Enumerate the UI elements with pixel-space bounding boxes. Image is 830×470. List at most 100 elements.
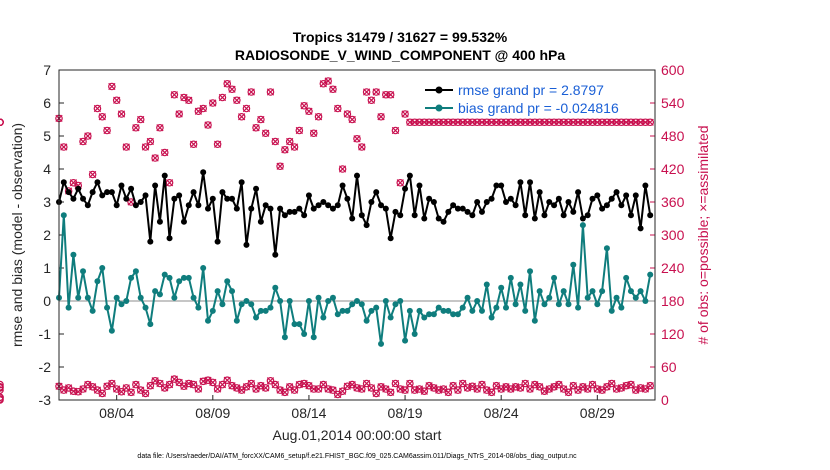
chart-title-line1: Tropics 31479 / 31627 = 99.532% (293, 29, 508, 45)
obs-possible-marker-cross (314, 113, 323, 121)
obs-possible-marker-circle (540, 118, 549, 127)
left-y-tick-label: 2 (43, 227, 51, 243)
obs-possible-marker-circle (237, 112, 246, 121)
right-y-tick-label: 120 (661, 326, 685, 342)
obs-possible-marker-cross (358, 143, 366, 151)
bias-point (301, 331, 308, 337)
bias-point (450, 311, 457, 318)
right-y-tick-label: 0 (661, 392, 669, 408)
bias-point (272, 284, 279, 291)
left-y-tick-label: -2 (39, 359, 52, 375)
obs-possible-marker-circle (204, 121, 212, 129)
obs-possible-marker-circle (607, 118, 616, 127)
bias-point (205, 317, 211, 324)
bias-point (180, 274, 187, 281)
obs-possible-marker-circle (603, 118, 611, 127)
obs-assimilated-marker-circle (247, 379, 256, 388)
obs-possible-marker-circle (502, 118, 510, 127)
rmse-point (632, 192, 639, 199)
rmse-point (104, 189, 111, 196)
obs-possible-marker-cross (266, 88, 275, 96)
x-tick-label: 08/09 (195, 405, 230, 421)
obs-possible-marker-circle (209, 99, 217, 107)
obs-assimilated-marker-circle (314, 385, 323, 393)
obs-possible-marker-circle (468, 118, 477, 127)
bias-point (498, 284, 505, 291)
x-axis-label: Aug.01,2014 00:00:00 start (273, 427, 442, 443)
obs-assimilated-marker-circle (555, 380, 563, 389)
obs-possible-marker-circle (146, 137, 155, 146)
rmse-point (541, 212, 548, 219)
rmse-point (248, 205, 255, 212)
obs-assimilated-marker-circle (449, 381, 457, 390)
x-axis-ticks: 08/04 08/09 08/14 08/19 08/24 08/29 (99, 395, 615, 421)
legend-bias-label: bias grand pr = -0.024816 (458, 100, 619, 116)
obs-possible-marker-cross (89, 170, 97, 179)
bias-point (594, 301, 601, 308)
obs-possible-marker-circle (136, 115, 145, 124)
rmse-point (142, 192, 149, 199)
chart-title-line2: RADIOSONDE_V_WIND_COMPONENT @ 400 hPa (235, 47, 565, 63)
obs-possible-marker-circle (233, 96, 241, 105)
obs-assimilated-marker-cross (387, 388, 395, 396)
obs-possible-marker-circle (511, 118, 520, 127)
obs-assimilated-marker-circle (420, 387, 429, 396)
rmse-point (291, 208, 298, 215)
obs-assimilated-marker-circle (0, 386, 4, 394)
obs-assimilated-marker-circle (141, 389, 150, 398)
observation-count-markers (0, 78, 654, 404)
obs-possible-marker-circle (362, 88, 371, 96)
rmse-point (190, 189, 197, 196)
rmse-point (560, 212, 567, 219)
bias-point (334, 311, 341, 318)
rmse-point (618, 202, 625, 209)
obs-assimilated-marker-cross (444, 388, 452, 396)
obs-possible-marker-circle (454, 118, 462, 127)
obs-possible-marker-circle (420, 118, 429, 127)
obs-possible-marker-circle (415, 118, 424, 127)
obs-assimilated-marker-circle (0, 396, 4, 404)
rmse-point (147, 238, 154, 245)
bias-point (589, 288, 596, 295)
rmse-point (214, 238, 221, 245)
obs-assimilated-marker-circle (69, 387, 78, 396)
bias-point (632, 294, 639, 301)
right-y-tick-label: 540 (661, 95, 685, 111)
obs-possible-marker-circle (569, 118, 578, 127)
obs-assimilated-marker-circle (478, 380, 486, 389)
right-y-tick-label: 60 (661, 359, 677, 375)
obs-possible-marker-circle (223, 79, 232, 88)
rmse-point (89, 189, 96, 196)
rmse-point (402, 185, 409, 192)
rmse-point (421, 215, 428, 222)
obs-assimilated-marker-circle (127, 388, 135, 397)
bias-point (430, 311, 437, 318)
bias-point (118, 301, 125, 308)
rmse-point (200, 169, 207, 176)
obs-possible-marker-circle (189, 140, 198, 149)
obs-possible-marker-circle (396, 178, 405, 187)
obs-possible-marker-cross (290, 143, 299, 151)
right-y-tick-label: 300 (661, 227, 685, 243)
rmse-point (503, 199, 509, 205)
rmse-point (84, 202, 91, 209)
obs-possible-marker-cross (204, 121, 212, 129)
obs-possible-marker-circle (463, 118, 472, 127)
obs-possible-marker-circle (444, 118, 453, 127)
obs-possible-marker-circle (261, 129, 270, 138)
x-tick-label: 08/04 (99, 405, 134, 421)
obs-possible-marker-cross (228, 85, 236, 93)
rmse-point (257, 218, 264, 225)
left-y-tick-label: -1 (39, 326, 52, 342)
obs-possible-marker-cross (372, 88, 380, 96)
bias-point (426, 311, 433, 318)
obs-possible-marker-cross (185, 96, 193, 104)
plot-area-frame (58, 69, 656, 401)
obs-possible-marker-circle (646, 118, 654, 127)
obs-possible-marker-circle (151, 154, 159, 162)
obs-possible-marker-cross (242, 104, 251, 113)
rmse-point (334, 202, 341, 209)
rmse-point (156, 218, 163, 225)
legend: rmse grand pr = 2.8797 bias grand pr = -… (425, 82, 619, 116)
